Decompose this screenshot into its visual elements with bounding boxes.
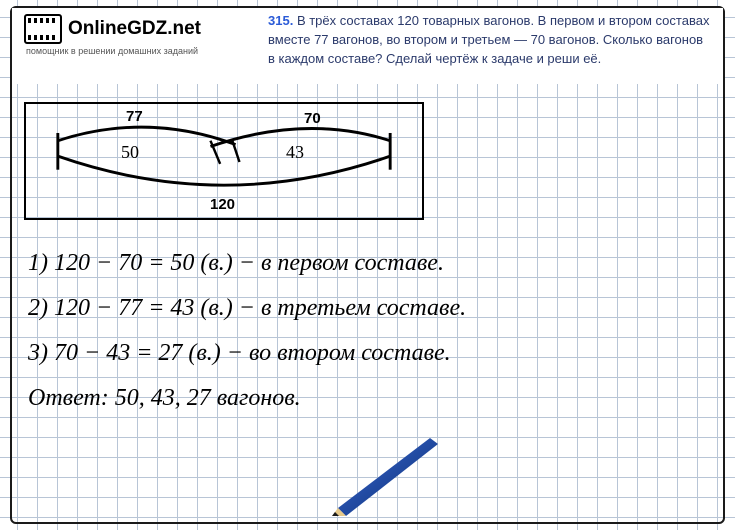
film-icon <box>24 14 62 44</box>
diagram-label-43: 43 <box>286 142 304 163</box>
diagram-label-50: 50 <box>121 142 139 163</box>
problem-text: В трёх составах 120 товарных вагонов. В … <box>268 13 709 66</box>
diagram-label-120: 120 <box>210 196 235 213</box>
diagram-label-70: 70 <box>304 110 321 127</box>
solution-line-2: 2) 120 − 77 = 43 (в.) − в третьем состав… <box>28 295 466 322</box>
solution-answer: Ответ: 50, 43, 27 вагонов. <box>28 385 301 412</box>
site-logo: OnlineGDZ.net помощник в решении домашни… <box>24 14 254 56</box>
logo-subtitle: помощник в решении домашних заданий <box>26 46 254 56</box>
pencil-icon <box>330 430 450 520</box>
diagram-label-77: 77 <box>126 108 143 125</box>
problem-number: 315. <box>268 13 293 28</box>
logo-title: OnlineGDZ.net <box>68 18 201 40</box>
solution-line-3: 3) 70 − 43 = 27 (в.) − во втором составе… <box>28 340 451 367</box>
problem-statement: 315. В трёх составах 120 товарных вагоно… <box>268 12 713 69</box>
solution-line-1: 1) 120 − 70 = 50 (в.) − в первом составе… <box>28 250 444 277</box>
diagram-frame: 77 70 50 43 120 <box>24 102 424 220</box>
